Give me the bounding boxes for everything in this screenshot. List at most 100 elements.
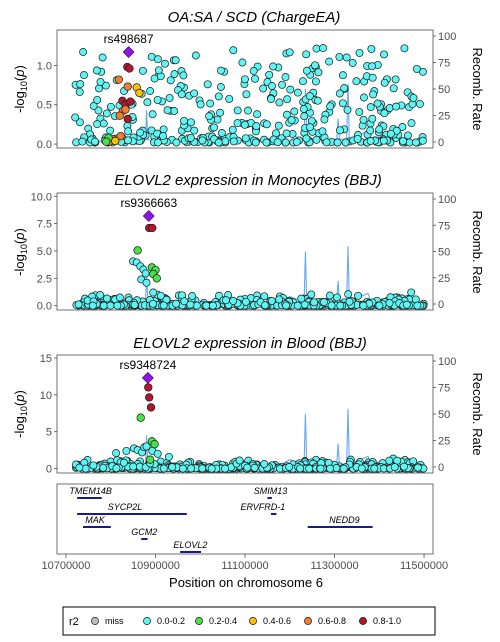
snp-point [250,463,259,472]
snp-point [190,89,199,98]
snp-point [253,110,262,119]
snp-point [316,464,325,473]
lead-snp-label: rs9366663 [120,196,177,210]
snp-point [275,98,284,107]
y-tick-label: 1.0 [37,60,52,72]
right-tick-label: 0 [438,137,444,149]
snp-point [326,464,335,473]
legend-swatch [359,617,367,625]
snp-point [400,462,408,471]
snp-point [342,53,351,62]
snp-point [319,44,328,53]
snp-point [354,291,363,300]
snp-point [353,134,362,143]
right-ticks: 0 25 50 75 100 [433,194,456,311]
snp-point [379,136,388,145]
x-tick-label: 11300000 [310,560,358,572]
snp-point [293,301,302,310]
panel-oa-sa-scd: OA:SA / SCD (ChargeEA) -log10(p) Recomb.… [12,9,485,151]
right-tick-label: 0 [438,462,444,474]
legend-label: 0.8-1.0 [373,616,401,626]
snp-point [339,464,348,473]
snp-point [129,462,138,471]
y-tick-label: 0.5 [37,100,52,112]
snp-point [359,301,368,310]
snp-point-r2-0.2-0.4 [133,246,142,255]
snp-points [71,371,428,473]
snp-point [302,50,311,59]
snp-point [74,300,83,309]
snp-point [216,83,225,91]
gene-label: SYCP2L [108,502,143,512]
snp-point [269,62,277,71]
snp-point [338,71,347,80]
r2-legend: r2 miss 0.0-0.2 0.2-0.4 0.4-0.6 0.6-0.8 0.8-1… [62,606,436,636]
snp-point [370,464,379,473]
snp-point [283,95,292,104]
snp-point [340,84,349,93]
snp-point-r2-0.8-1.0 [125,64,134,73]
snp-point [242,90,251,99]
snp-point [161,59,169,68]
snp-point [287,116,296,125]
snp-point [348,59,357,67]
snp-point-r2-0.8-1.0 [144,383,153,392]
snp-point [343,105,352,114]
snp-point [368,62,377,71]
legend-swatch [143,617,151,625]
snp-point [249,67,258,75]
gene-bar-SYCP2L [77,513,187,515]
snp-point [326,102,335,111]
snp-point [153,449,162,458]
snp-point-r2-0.6-0.8 [116,132,125,141]
snp-point [282,129,291,138]
legend-label: 0.4-0.6 [263,616,291,626]
snp-point [214,92,223,101]
snp-point [153,95,162,104]
snp-point [311,77,320,86]
snp-point [407,119,416,128]
snp-point [369,90,378,99]
snp-point [285,463,294,471]
snp-point [106,102,115,111]
snp-point [235,456,244,465]
snp-point [402,300,411,309]
snp-point [156,291,165,300]
snp-point-r2-0.2-0.4 [136,413,145,422]
snp-point [130,300,139,309]
snp-point [71,113,80,122]
snp-point [305,92,314,101]
snp-point [333,293,341,302]
snp-point-r2-0.8-1.0 [148,223,157,233]
snp-point [124,127,133,136]
snp-point [75,87,84,96]
snp-point [225,94,234,103]
snp-point [368,73,377,82]
panel-title: ELOVL2 expression in Blood (BBJ) [133,335,366,352]
legend-swatch [304,617,312,625]
snp-point [341,138,350,147]
y-ticks: 0.0 2.5 5.0 7.5 10.0 [31,191,57,313]
snp-point [386,129,395,138]
snp-point [141,269,150,278]
snp-point [267,94,275,103]
legend-swatch [249,617,257,625]
snp-point [412,64,421,73]
snp-point [327,301,336,310]
snp-point [93,120,102,129]
snp-point [335,89,344,98]
snp-point [345,297,354,306]
snp-point [221,137,230,146]
snp-point [206,99,215,108]
snp-point [216,108,225,117]
snp-point [310,298,319,307]
snp-point [281,138,290,147]
y-ticks: 0.0 0.5 1.0 [37,60,57,151]
snp-point [411,138,420,147]
snp-point [312,135,321,144]
snp-point [101,81,110,90]
y-tick-label: 10 [40,390,52,402]
snp-point [238,58,247,67]
snp-point [187,118,195,127]
snp-point-r2-0.6-0.8 [123,82,132,91]
